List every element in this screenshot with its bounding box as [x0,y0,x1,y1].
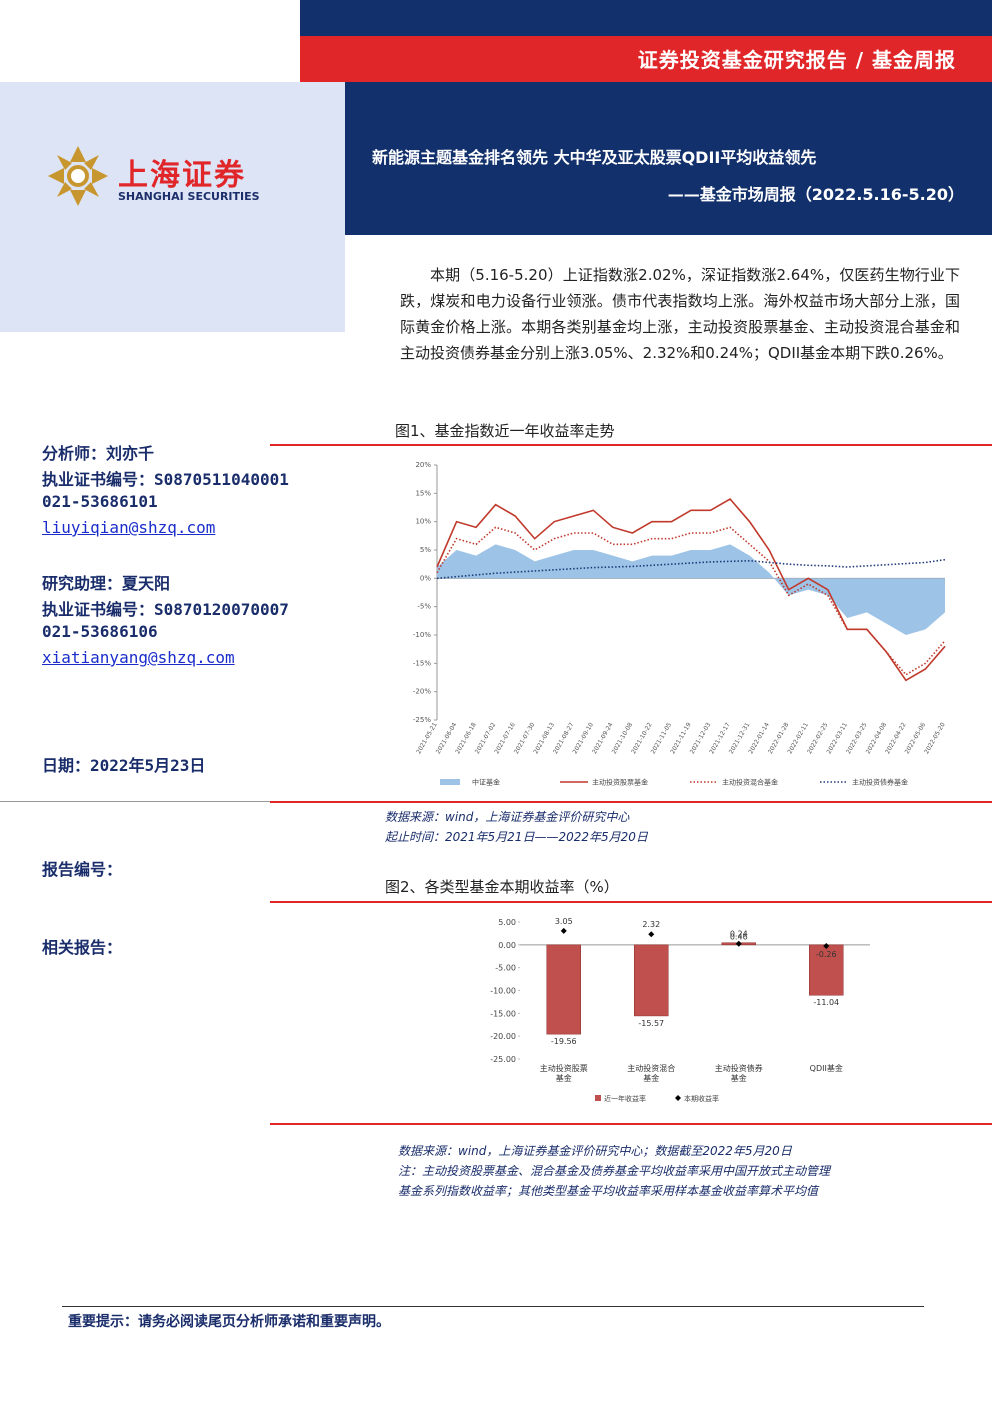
bar-chart: -25.00 -20.00 -15.00 -10.00 -5.00 0.00 5.00 -19… [490,917,870,1103]
y-tick-label: 5.00 [498,918,516,927]
report-subtitle: ——基金市场周报（2022.5.16-5.20） [667,185,964,204]
divider [0,801,270,802]
marker [823,943,830,950]
x-tick-label: QDII基金 [809,1064,843,1073]
logo-mark [48,146,108,206]
analyst-phone: 021-53686106 [42,622,158,641]
series-title: 证券投资基金研究报告 / 基金周报 [637,48,956,72]
x-tick-label: 主动投资混合基金 [627,1064,676,1083]
y-tick-label: 20% [415,461,431,469]
line-chart: -25%-20%-15%-10%-5%0%5%10%15%20%2021-05-… [413,461,947,787]
y-tick-label: -15.00 [490,1009,516,1018]
x-tick-label: 2022-05-20 [923,721,947,755]
data-label: 0.46 [730,933,748,942]
y-tick-label: -10.00 [490,987,516,996]
analyst-email[interactable]: xiatianyang@shzq.com [42,648,235,667]
data-label: 3.05 [555,917,573,926]
figure-source: 数据来源：wind，上海证券基金评价研究中心 [385,810,630,824]
divider [270,801,992,803]
y-tick-label: -15% [413,659,431,667]
figure-note: 基金系列指数收益率；其他类型基金平均收益率采用样本基金收益率算术平均值 [398,1184,819,1198]
divider [270,1123,992,1125]
data-label: 2.32 [642,920,660,929]
legend-label: 主动投资混合基金 [722,778,778,787]
analyst-phone: 021-53686101 [42,492,158,511]
figure-caption: 图2、各类型基金本期收益率（%） [385,878,619,896]
legend-swatch [675,1095,681,1101]
analyst-name: 分析师：刘亦千 [42,444,155,463]
divider [270,444,992,446]
bar-chart-wrap: -25.00 -20.00 -15.00 -10.00 -5.00 0.00 5.00 -19… [470,910,890,1110]
marker [735,940,742,947]
logo-text: 上海证券 [118,158,246,193]
data-label: -11.04 [813,998,839,1007]
y-tick-label: -5.00 [495,964,516,973]
logo-subtext: SHANGHAI SECURITIES [118,190,260,203]
figure-source: 起止时间：2021年5月21日——2022年5月20日 [385,830,648,844]
report-number: 报告编号： [42,860,123,879]
y-tick-label: -20.00 [490,1032,516,1041]
legend-swatch [440,779,460,785]
y-tick-label: 15% [415,489,431,497]
footer-line [62,1306,924,1307]
figure-caption: 图1、基金指数近一年收益率走势 [395,422,615,440]
figure-source: 数据来源：wind，上海证券基金评价研究中心；数据截至2022年5月20日 [398,1144,792,1158]
data-label: -19.56 [551,1037,577,1046]
data-label: 0.24 [730,930,748,939]
y-tick-label: -20% [413,688,431,696]
data-label: -15.57 [638,1019,664,1028]
line [436,497,946,682]
y-tick-label: -5% [417,603,431,611]
bar [809,944,844,996]
data-label: -0.26 [816,950,837,959]
y-tick-label: 5% [420,546,431,554]
analyst-name: 研究助理：夏天阳 [42,574,171,593]
y-tick-label: -25.00 [490,1055,516,1064]
x-tick-label: 主动投资股票基金 [539,1064,588,1083]
divider [270,901,992,903]
bar [546,944,581,1035]
y-tick-label: 10% [415,518,431,526]
x-tick-label: 主动投资债券基金 [714,1064,763,1083]
y-tick-label: -10% [413,631,431,639]
marker [560,927,567,934]
legend-label: 主动投资债券基金 [852,778,908,787]
y-tick-label: 0% [420,574,431,582]
figure-note: 注：主动投资股票基金、混合基金及债券基金平均收益率采用中国开放式主动管理 [398,1164,831,1178]
summary: 本期（5.16-5.20）上证指数涨2.02%，深证指数涨2.64%，仅医药生物… [400,266,960,362]
analyst-license: 执业证书编号：S0870120070007 [42,600,289,619]
legend-label: 本期收益率 [684,1094,719,1103]
area [437,544,945,635]
legend-label: 主动投资股票基金 [592,778,648,787]
y-tick-label: -25% [413,716,431,724]
legend-label: 中证基金 [472,778,500,787]
analyst-email[interactable]: liuyiqian@shzq.com [42,518,216,537]
related-reports: 相关报告： [42,938,123,957]
bar [634,944,669,1017]
legend-swatch [595,1095,601,1101]
logo-block [0,82,345,332]
line [436,558,946,580]
marker [648,931,655,938]
analyst-license: 执业证书编号：S0870511040001 [42,470,289,489]
report-title: 新能源主题基金排名领先 大中华及亚太股票QDII平均收益领先 [372,148,817,167]
footer-note: 重要提示：请务必阅读尾页分析师承诺和重要声明。 [68,1314,390,1330]
series-band [300,36,992,82]
report-date: 日期：2022年5月23日 [42,756,206,775]
legend-label: 近一年收益率 [604,1094,646,1103]
y-tick-label: 0.00 [498,941,516,950]
